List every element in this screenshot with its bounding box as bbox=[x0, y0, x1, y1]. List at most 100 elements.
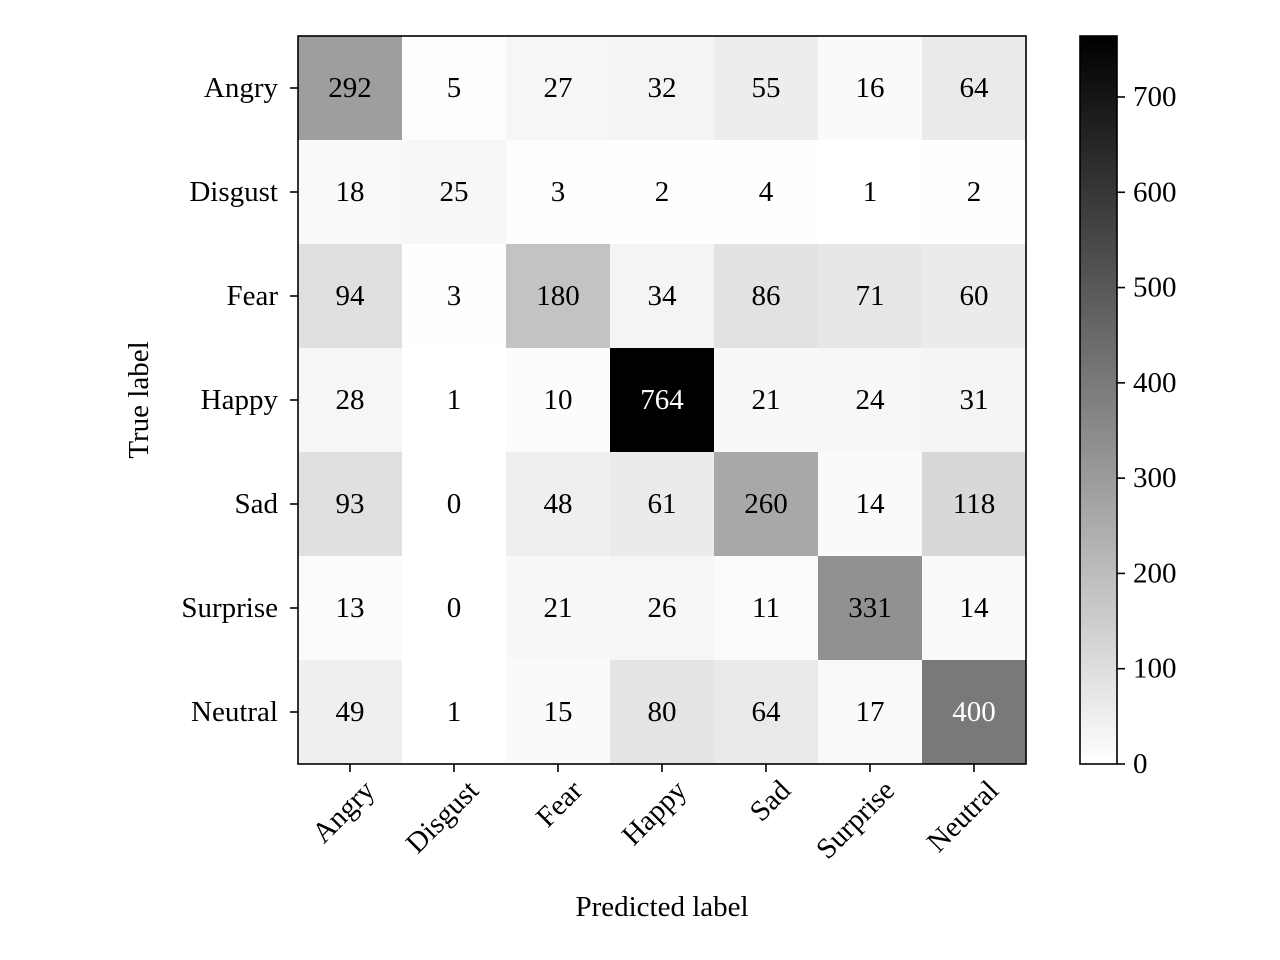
cell-value-label: 292 bbox=[328, 72, 372, 104]
heatmap-cell bbox=[402, 660, 507, 765]
cell-value-label: 331 bbox=[848, 592, 892, 624]
heatmap-cell bbox=[298, 140, 403, 245]
heatmap-cell bbox=[402, 452, 507, 557]
cell-value-label: 2 bbox=[655, 176, 670, 208]
cell-value-label: 1 bbox=[447, 696, 462, 728]
cell-value-label: 71 bbox=[856, 280, 885, 312]
cell-value-label: 93 bbox=[336, 488, 365, 520]
heatmap-cell bbox=[610, 348, 715, 453]
colorbar-tick-label: 200 bbox=[1133, 557, 1177, 589]
heatmap-cell bbox=[714, 660, 819, 765]
heatmap-cell bbox=[506, 660, 611, 765]
cell-value-label: 17 bbox=[856, 696, 885, 728]
y-axis-title: True label bbox=[123, 341, 155, 458]
y-tick-label: Angry bbox=[204, 72, 279, 104]
x-axis-title: Predicted label bbox=[575, 891, 748, 923]
heatmap-cell bbox=[298, 660, 403, 765]
heatmap-cell bbox=[714, 36, 819, 141]
cell-value-label: 55 bbox=[752, 72, 781, 104]
heatmap-cell bbox=[610, 36, 715, 141]
cell-value-label: 49 bbox=[336, 696, 365, 728]
colorbar-tick-label: 400 bbox=[1133, 367, 1177, 399]
cell-value-label: 4 bbox=[759, 176, 774, 208]
cell-value-label: 34 bbox=[648, 280, 678, 312]
heatmap-cell bbox=[610, 556, 715, 661]
heatmap-cell bbox=[714, 452, 819, 557]
cell-value-label: 0 bbox=[447, 592, 462, 624]
cell-value-label: 16 bbox=[856, 72, 885, 104]
cell-value-label: 10 bbox=[544, 384, 573, 416]
y-tick-label: Fear bbox=[226, 280, 278, 312]
colorbar-frame bbox=[1079, 35, 1118, 765]
heatmap-cell bbox=[922, 140, 1027, 245]
cell-value-label: 21 bbox=[752, 384, 781, 416]
colorbar-tick-label: 0 bbox=[1133, 748, 1148, 780]
heatmap-cell bbox=[610, 244, 715, 349]
x-tick-label: Disgust bbox=[400, 774, 485, 859]
heatmap-cell bbox=[922, 660, 1027, 765]
cell-value-label: 64 bbox=[752, 696, 782, 728]
heatmap-cell bbox=[610, 140, 715, 245]
y-axis-ticks: Angry Disgust Fear Happy Sad Surprise Neutral bbox=[181, 72, 298, 728]
x-tick-label: Neutral bbox=[921, 774, 1005, 858]
heatmap-cell bbox=[402, 556, 507, 661]
x-tick-label: Sad bbox=[744, 774, 798, 828]
heatmap-cell bbox=[818, 244, 923, 349]
colorbar-gradient bbox=[1080, 36, 1117, 764]
heatmap-cell bbox=[298, 36, 403, 141]
heatmap-cell bbox=[818, 348, 923, 453]
cell-value-label: 5 bbox=[447, 72, 462, 104]
heatmap-cell bbox=[402, 140, 507, 245]
x-tick-label: Surprise bbox=[810, 774, 901, 865]
x-tick-label: Happy bbox=[616, 774, 694, 852]
cell-value-label: 260 bbox=[744, 488, 788, 520]
heatmap-cell bbox=[506, 244, 611, 349]
heatmap-cell bbox=[506, 140, 611, 245]
cell-value-label: 764 bbox=[640, 384, 684, 416]
heatmap-cell bbox=[922, 36, 1027, 141]
y-tick-label: Sad bbox=[235, 488, 279, 520]
heatmap-cell bbox=[610, 452, 715, 557]
y-tick-label: Happy bbox=[201, 384, 279, 416]
colorbar-ticks: 0 100 200 300 400 500 600 700 bbox=[1117, 81, 1177, 780]
heatmap-cell bbox=[922, 348, 1027, 453]
heatmap-cell bbox=[506, 36, 611, 141]
heatmap-cell bbox=[506, 348, 611, 453]
heatmap-cell bbox=[402, 36, 507, 141]
cell-value-label: 0 bbox=[447, 488, 462, 520]
heatmap-cell bbox=[922, 244, 1027, 349]
colorbar: 0 100 200 300 400 500 600 700 bbox=[1079, 35, 1177, 780]
heatmap-cell bbox=[402, 348, 507, 453]
colorbar-tick-label: 300 bbox=[1133, 462, 1177, 494]
heatmap-cell bbox=[818, 36, 923, 141]
heatmap-cell bbox=[298, 452, 403, 557]
cell-value-label: 3 bbox=[551, 176, 566, 208]
cell-value-label: 32 bbox=[648, 72, 677, 104]
cell-value-label: 1 bbox=[447, 384, 462, 416]
heatmap-cell bbox=[298, 348, 403, 453]
cell-value-label: 2 bbox=[967, 176, 982, 208]
heatmap-cell bbox=[714, 140, 819, 245]
heatmap-cell bbox=[298, 556, 403, 661]
x-axis-ticks: Angry Disgust Fear Happy Sad Surprise Neutral bbox=[306, 764, 1005, 865]
cell-value-label: 3 bbox=[447, 280, 462, 312]
cell-value-label: 14 bbox=[856, 488, 886, 520]
heatmap-cell bbox=[298, 244, 403, 349]
x-tick-label: Angry bbox=[306, 774, 381, 849]
heatmap-cell bbox=[506, 556, 611, 661]
cell-value-label: 94 bbox=[336, 280, 366, 312]
heatmap-cells bbox=[298, 36, 1027, 765]
cell-value-label: 118 bbox=[953, 488, 995, 520]
heatmap-cell bbox=[922, 556, 1027, 661]
cell-value-label: 18 bbox=[336, 176, 365, 208]
colorbar-tick-label: 700 bbox=[1133, 81, 1177, 113]
heatmap-cell bbox=[922, 452, 1027, 557]
heatmap-cell bbox=[818, 660, 923, 765]
heatmap-cell bbox=[506, 452, 611, 557]
heatmap-cell bbox=[818, 556, 923, 661]
y-tick-label: Surprise bbox=[181, 592, 278, 624]
heatmap-cell bbox=[818, 140, 923, 245]
cell-value-label: 24 bbox=[856, 384, 886, 416]
